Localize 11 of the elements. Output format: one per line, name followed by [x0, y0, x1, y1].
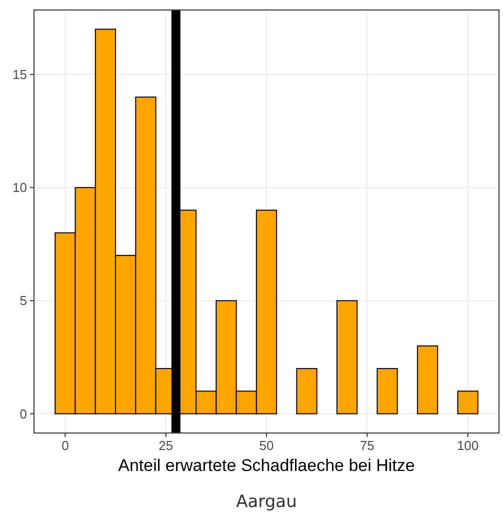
y-tick-label: 15 — [12, 66, 27, 82]
y-tick-label: 10 — [12, 180, 27, 196]
y-tick-label: 0 — [20, 406, 27, 422]
x-tick-label: 75 — [360, 438, 374, 453]
y-tick-label: 5 — [20, 293, 27, 308]
x-tick-label: 100 — [456, 438, 479, 453]
x-tick-label: 0 — [62, 438, 69, 453]
x-tick-label: 25 — [158, 438, 174, 453]
text: Aargau — [236, 492, 297, 512]
x-axis-title: Anteil erwartete Schadflaeche bei Hitze — [118, 456, 415, 475]
x-tick-label: 50 — [259, 438, 274, 453]
